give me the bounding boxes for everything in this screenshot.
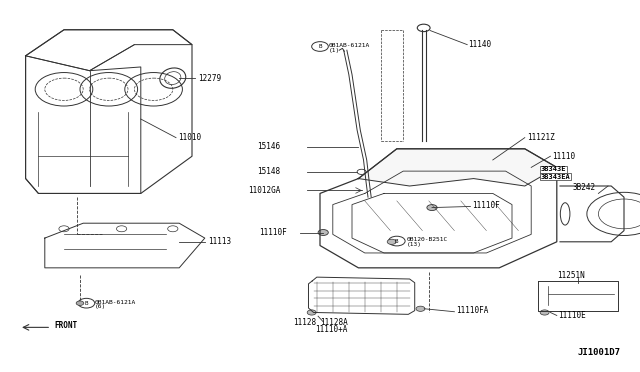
Text: 0B120-B251C: 0B120-B251C	[406, 237, 447, 243]
Text: 3B242: 3B242	[573, 183, 596, 192]
Text: FRONT: FRONT	[54, 321, 77, 330]
Polygon shape	[358, 149, 557, 186]
Text: 11110E: 11110E	[558, 311, 586, 320]
Text: 11010: 11010	[178, 133, 201, 142]
Text: 11121Z: 11121Z	[527, 133, 554, 142]
Text: 11012GA: 11012GA	[248, 186, 280, 195]
Circle shape	[318, 230, 328, 235]
Text: (13): (13)	[406, 242, 421, 247]
Text: B: B	[84, 301, 88, 306]
Circle shape	[416, 306, 425, 311]
Text: 11113: 11113	[208, 237, 231, 246]
Text: 0B1AB-6121A: 0B1AB-6121A	[95, 299, 136, 305]
Text: 11251N: 11251N	[557, 271, 584, 280]
Text: 15146: 15146	[257, 142, 280, 151]
Text: B: B	[395, 238, 399, 244]
Text: 12279: 12279	[198, 74, 221, 83]
Circle shape	[307, 310, 316, 315]
Circle shape	[427, 205, 437, 211]
Text: 11110: 11110	[552, 152, 575, 161]
Text: 3B343E: 3B343E	[541, 166, 566, 172]
Text: (1): (1)	[329, 48, 340, 53]
Text: (6): (6)	[95, 304, 106, 310]
Text: 15148: 15148	[257, 167, 280, 176]
Text: 11140: 11140	[468, 40, 492, 49]
Circle shape	[76, 301, 84, 305]
Circle shape	[540, 310, 549, 315]
Text: B: B	[318, 44, 322, 49]
Text: 11110+A: 11110+A	[315, 325, 348, 334]
Text: 11128A: 11128A	[320, 318, 348, 327]
Text: 11110FA: 11110FA	[456, 307, 488, 315]
Text: 0B1AB-6121A: 0B1AB-6121A	[329, 43, 370, 48]
Text: 11128: 11128	[293, 318, 316, 327]
Text: JI1001D7: JI1001D7	[578, 348, 621, 357]
Text: 11110F: 11110F	[259, 228, 287, 237]
Circle shape	[387, 239, 396, 244]
Text: 11110F: 11110F	[472, 201, 499, 210]
Text: 3B343EA: 3B343EA	[541, 174, 570, 180]
